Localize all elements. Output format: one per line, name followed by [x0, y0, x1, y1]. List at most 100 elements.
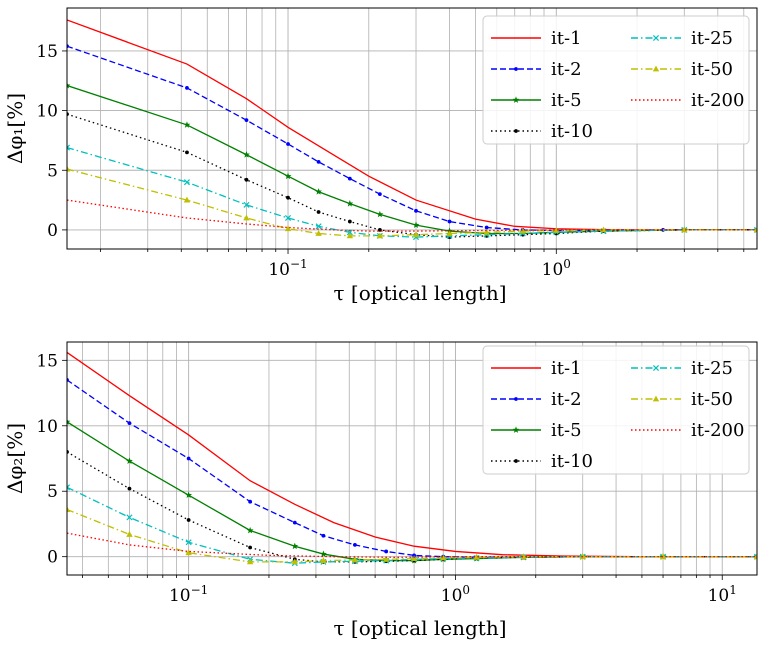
x-tick-label: 10−1 [169, 583, 208, 606]
data-point-it-25 [183, 179, 190, 186]
data-point-it-50 [284, 225, 292, 232]
legend-label-it-10: it-10 [551, 451, 593, 472]
chart-panel-2: 0 5 10 15 10−1 100 101 τ [optical length] Δφ₂[%]… [3, 341, 758, 640]
series-line-it-50 [67, 168, 757, 237]
series-line-it-25 [67, 146, 757, 238]
y-tick-label: 15 [36, 351, 58, 371]
data-point-it-2 [377, 192, 382, 197]
series-line-it-200 [67, 199, 757, 232]
legend-box [482, 15, 750, 145]
data-point-it-2 [127, 421, 132, 426]
data-point-it-50 [126, 531, 133, 537]
legend-marker-it-5 [512, 96, 520, 103]
data-point-it-25 [243, 201, 250, 208]
series-group [67, 351, 757, 567]
data-point-it-25 [346, 229, 353, 236]
y-tick-label: 0 [47, 548, 58, 568]
legend-label-it-25: it-25 [691, 358, 733, 379]
data-point-it-5 [315, 188, 323, 195]
legend-marker-it-50 [652, 395, 660, 402]
data-point-it-50 [410, 555, 418, 562]
y-tick-label: 10 [36, 102, 58, 122]
data-point-it-50 [446, 230, 453, 236]
data-point-it-50 [412, 231, 420, 238]
legend-marker-it-2 [514, 397, 518, 401]
data-point-it-50 [600, 226, 607, 233]
legend-label-it-200: it-200 [691, 90, 744, 111]
series-line-it-25 [67, 486, 757, 564]
legend-label-it-25: it-25 [691, 28, 733, 49]
data-point-it-50 [520, 553, 527, 560]
data-point-it-50 [246, 558, 254, 565]
data-point-it-50 [440, 554, 447, 561]
data-point-it-5 [67, 418, 71, 425]
data-point-it-25 [67, 144, 71, 151]
legend-label-it-5: it-5 [551, 90, 582, 111]
data-point-it-50 [185, 549, 192, 556]
legend-marker-it-10 [514, 459, 518, 463]
x-tick-label: 100 [441, 583, 470, 606]
data-point-it-50 [483, 228, 490, 235]
data-point-it-50 [315, 230, 322, 236]
data-point-it-5 [183, 121, 191, 128]
legend-marker-it-5 [512, 426, 520, 433]
y-axis-label: Δφ₂[%] [3, 423, 27, 494]
legend-label-it-5: it-5 [551, 420, 582, 441]
data-point-it-2 [185, 86, 189, 90]
data-point-it-50 [351, 556, 359, 563]
data-point-it-5 [243, 151, 250, 158]
y-axis-label: Δφ₁[%] [3, 93, 27, 164]
data-point-it-50 [183, 196, 191, 203]
axes-frame [66, 341, 758, 576]
legend-label-it-10: it-10 [551, 121, 593, 142]
data-point-it-10 [185, 150, 189, 155]
data-point-it-25 [126, 514, 133, 521]
legend-marker-it-25 [652, 364, 660, 372]
legend-label-it-200: it-200 [691, 420, 744, 441]
data-point-it-2 [244, 118, 249, 123]
data-point-it-2 [484, 225, 489, 230]
data-point-it-2 [384, 549, 389, 554]
data-point-it-25 [285, 214, 292, 222]
legend-marker-it-50 [652, 65, 660, 72]
data-point-it-2 [286, 142, 290, 146]
data-point-it-50 [291, 558, 299, 565]
data-point-it-50 [681, 226, 688, 233]
data-point-it-50 [473, 553, 480, 560]
data-point-it-5 [67, 81, 71, 89]
data-point-it-5 [185, 491, 193, 499]
y-tick-label: 15 [36, 42, 58, 62]
data-point-it-50 [382, 555, 390, 562]
data-point-it-2 [316, 160, 321, 164]
legend-label-it-50: it-50 [691, 59, 733, 80]
legend: it-1 it-2 it-5 it-10 it-25 it-50 it-200 [482, 15, 750, 145]
series-line-it-200 [67, 532, 757, 558]
data-point-it-50 [519, 227, 526, 234]
x-axis-label: τ [optical length] [333, 616, 506, 640]
legend-box [482, 345, 750, 475]
data-point-it-2 [186, 456, 191, 461]
data-point-it-50 [320, 557, 327, 564]
data-point-it-50 [346, 232, 354, 239]
data-point-it-2 [347, 176, 352, 181]
data-point-it-10 [186, 518, 191, 522]
x-tick-label: 100 [542, 257, 571, 280]
data-point-it-10 [377, 228, 382, 232]
data-point-it-5 [412, 221, 420, 229]
y-tick-label: 5 [47, 161, 58, 181]
legend-marker-it-2 [514, 67, 518, 71]
data-point-it-5 [284, 172, 292, 180]
x-tick-label: 101 [708, 583, 737, 606]
data-point-it-5 [126, 457, 133, 465]
legend-label-it-1: it-1 [551, 358, 582, 379]
data-point-it-2 [414, 208, 418, 213]
legend-marker-it-10 [514, 129, 518, 133]
chart-panel-1: 0 5 10 15 10−1 100 τ [optical length] Δφ₁[%] it-… [3, 7, 758, 305]
data-point-it-50 [67, 165, 71, 172]
data-point-it-2 [292, 520, 297, 525]
data-point-it-10 [244, 177, 249, 182]
data-point-it-25 [185, 539, 192, 546]
data-point-it-50 [659, 553, 667, 560]
data-point-it-50 [376, 232, 384, 239]
